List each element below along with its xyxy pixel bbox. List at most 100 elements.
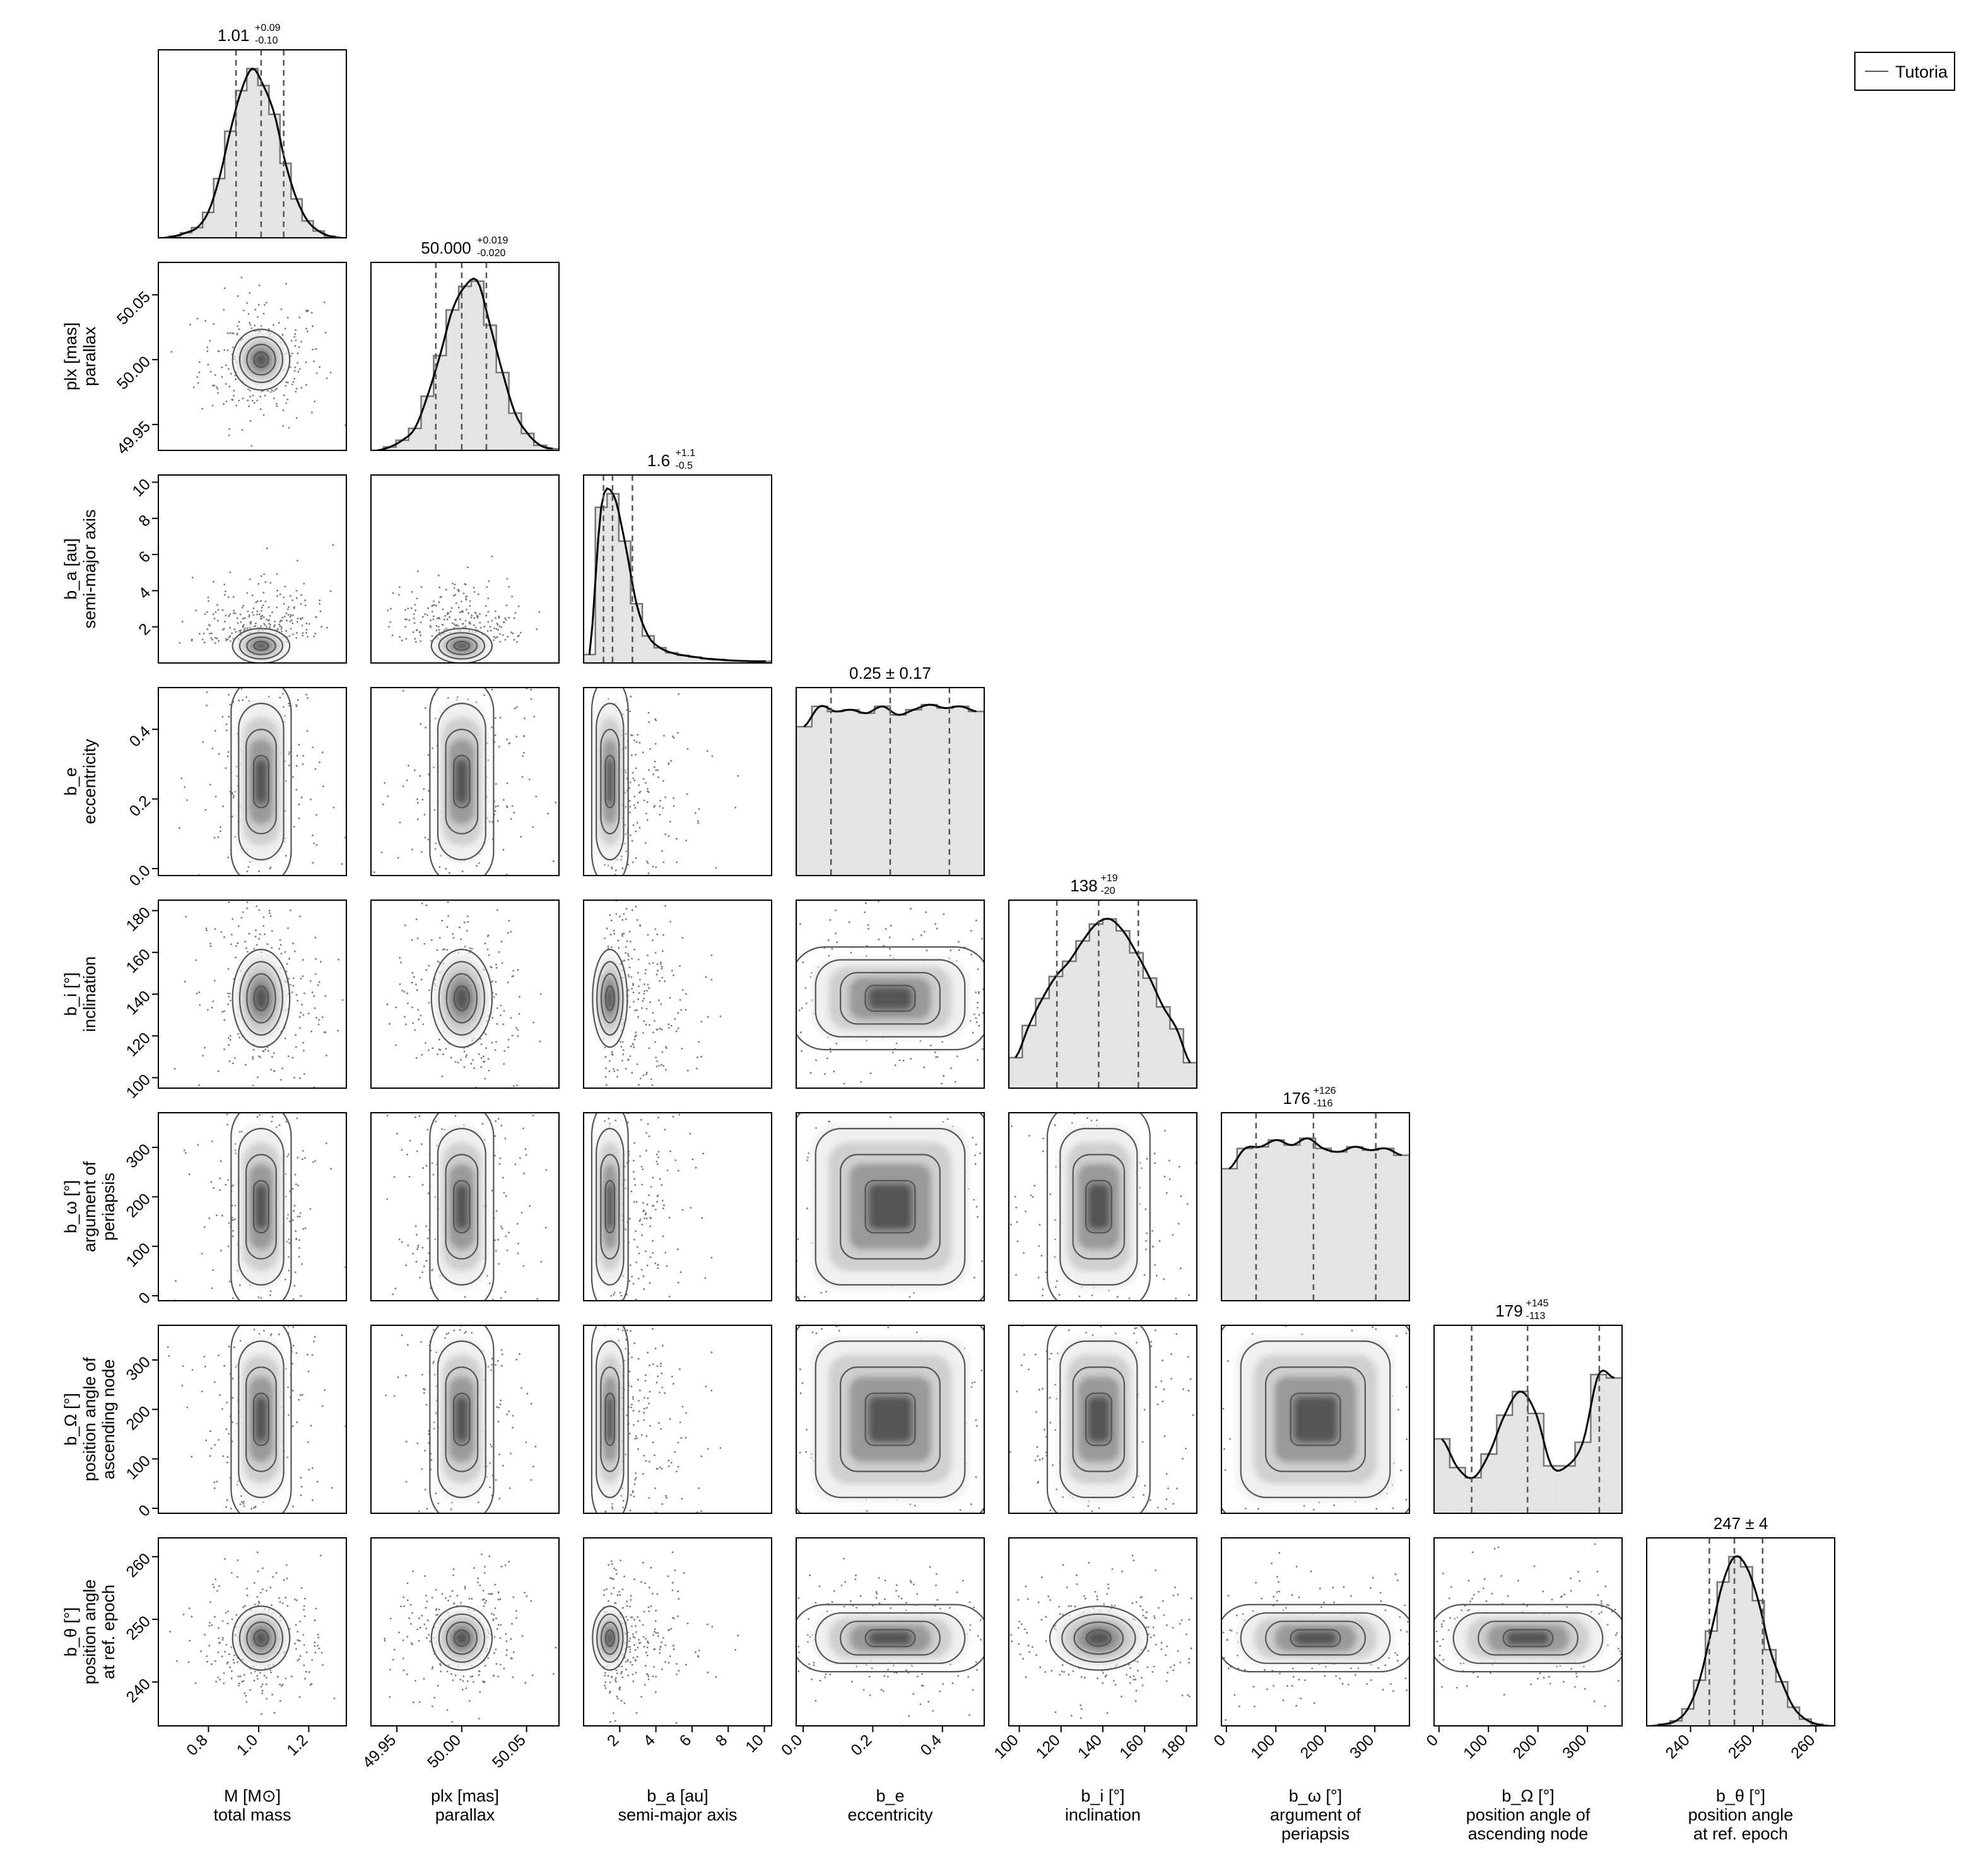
hist-bar [459,286,471,450]
scatter-point [604,1510,607,1513]
scatter-point [293,1077,295,1079]
scatter-point [508,920,510,922]
scatter-point [633,804,635,806]
scatter-point [300,1494,302,1496]
scatter-point [427,754,430,756]
scatter-point [471,947,473,950]
scatter-point [611,867,613,870]
scatter-point [407,607,409,609]
scatter-point [963,1293,965,1294]
scatter-point [262,592,265,594]
scatter-point [260,624,262,627]
scatter-point [878,938,880,941]
scatter-point [449,1542,451,1544]
scatter-point [637,801,639,804]
scatter-point [421,1373,423,1376]
hist-bar [1284,1145,1300,1301]
scatter-point [1139,1187,1141,1189]
summary-minus: -20 [1101,886,1115,896]
scatter-point [465,598,467,600]
contour-line [453,985,470,1012]
scatter-point [242,1312,244,1314]
scatter-point [625,952,627,954]
scatter-point [623,932,625,935]
scatter-point [235,1152,237,1154]
scatter-point [497,1421,500,1423]
scatter-point [287,1055,290,1057]
scatter-point [441,1076,444,1077]
scatter-point [644,884,646,886]
density-fill [233,331,289,389]
scatter-point [664,905,666,907]
hist-panel-b_omega: 176 +126-116 [1221,1086,1410,1301]
scatter-point [415,918,418,920]
scatter-point [1209,1139,1211,1140]
scatter-point [754,953,756,955]
scatter-point [247,399,249,402]
scatter-point [201,638,204,640]
scatter-point [312,862,314,864]
contours [796,946,984,1051]
scatter-point [281,630,283,633]
scatter-point [625,1228,627,1231]
scatter-point [425,1164,428,1167]
scatter-point [1081,1308,1083,1310]
scatter-point [633,779,636,782]
density-fill [237,1123,285,1290]
scatter-point [934,1051,936,1053]
density-level [253,985,269,1012]
scatter-point [868,1064,870,1066]
scatter-point [487,611,490,613]
scatter-point [297,560,298,562]
scatter-point [298,1016,301,1018]
hist-bar [213,179,225,238]
scatter-point [450,1508,452,1511]
scatter-point [265,1565,267,1567]
scatter-point [649,1364,650,1366]
scatter-point [951,1094,953,1096]
scatter-point [268,1570,269,1572]
scatter-point [1023,1252,1025,1254]
scatter-point [1178,1166,1180,1168]
scatter-point [282,409,285,411]
hist-bar [1035,998,1049,1088]
scatter-point [300,796,303,799]
scatter-point [500,1014,502,1016]
scatter-point [424,1488,426,1491]
scatter-point [298,803,300,806]
scatter-point [657,1151,660,1153]
scatter-point [978,992,980,995]
scatter-point [958,941,960,943]
scatter-point [286,381,289,384]
scatter-point [695,1166,697,1169]
y-axis-desc: argument of [80,1161,99,1252]
scatter-point [498,1406,500,1409]
scatter-point [486,630,489,632]
scatter-point [645,782,647,784]
scatter-point [433,1421,435,1424]
scatter-point [616,910,618,912]
scatter-point [230,1093,232,1095]
hist-bar [247,68,258,238]
scatter-point [662,1065,664,1067]
scatter-point [615,1120,617,1122]
kde-curve [1014,917,1191,1064]
scatter-point [1153,1152,1156,1154]
scatter-point [656,1365,659,1368]
scatter-point [199,809,201,811]
scatter-point [654,1041,656,1043]
scatter-point [464,946,466,947]
scatter-point [448,1306,450,1308]
scatter-point [301,1250,303,1252]
scatter-point [253,595,255,597]
scatter-point [205,927,208,930]
scatter-point [465,1330,468,1333]
scatter-point [302,1041,304,1044]
scatter-point [277,1085,279,1087]
scatter-point [460,1555,462,1557]
scatter-point [680,1009,683,1011]
scatter-point [521,776,524,778]
scatter-point [638,1084,640,1086]
scatter-point [420,621,422,623]
